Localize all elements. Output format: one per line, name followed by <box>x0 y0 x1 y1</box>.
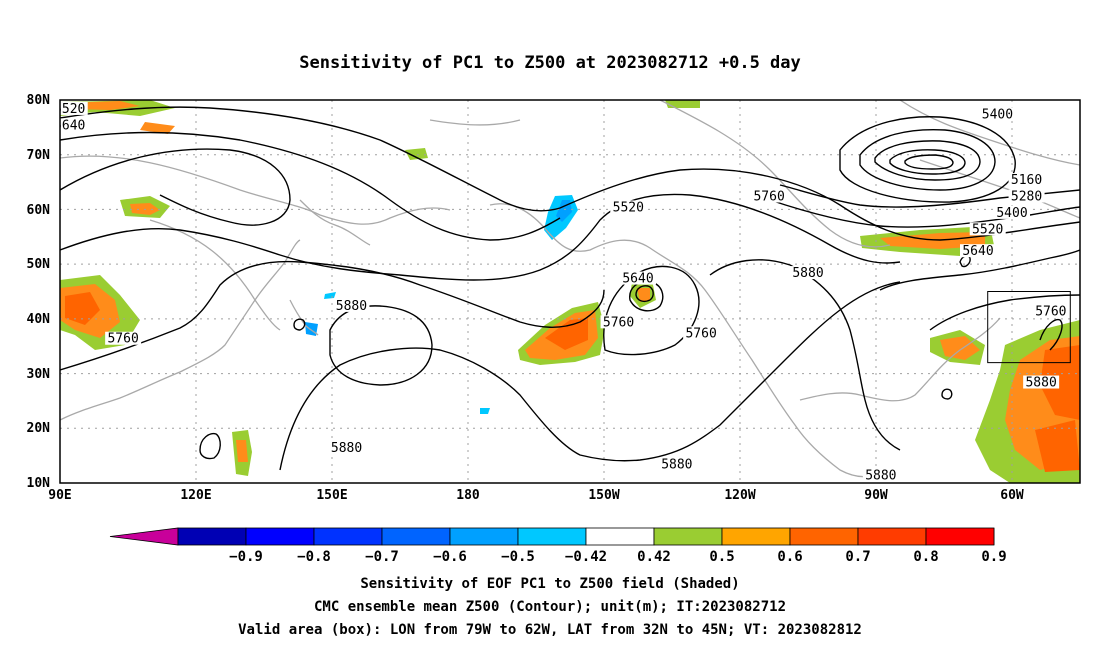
colorbar-swatch <box>313 527 383 546</box>
lon-label-150e: 150E <box>316 488 347 503</box>
map-frame <box>59 99 1081 484</box>
lat-label-50n: 50N <box>27 257 51 272</box>
contour-label-bg <box>1032 304 1069 318</box>
colorbar: −0.9 −0.8 −0.7 −0.6 −0.5 −0.42 0.42 0.5 0.6 0.7 0.… <box>109 527 1007 565</box>
colorbar-label: 0.9 <box>981 549 1006 565</box>
contour-labels: 5520564057605880588055205640576057605760… <box>54 101 1069 484</box>
contour-label: 5640 <box>54 118 85 133</box>
lon-label-120e: 120E <box>180 488 211 503</box>
colorbar-label: −0.42 <box>565 549 607 565</box>
contour-label: 5760 <box>603 315 634 330</box>
colorbar-label: −0.9 <box>229 549 263 565</box>
contour-label-bg <box>790 266 826 280</box>
contour-label-bg <box>328 441 365 455</box>
valid-area-box <box>987 291 1071 364</box>
lat-label-80n: 80N <box>27 93 51 108</box>
footer-line-1: Sensitivity of EOF PC1 to Z500 field (Sh… <box>360 576 739 592</box>
contour-label-bg <box>105 331 142 345</box>
colorbar-label: −0.8 <box>297 549 331 565</box>
colorbar-label: −0.5 <box>501 549 535 565</box>
contour-label: 5280 <box>1011 189 1042 204</box>
lat-label-10n: 10N <box>27 476 51 491</box>
contour-label: 5400 <box>982 107 1013 122</box>
colorbar-swatch <box>789 527 859 546</box>
map-background <box>60 100 1080 483</box>
colorbar-swatch <box>177 527 247 546</box>
colorbar-label: −0.7 <box>365 549 399 565</box>
lon-label-60w: 60W <box>1000 488 1024 503</box>
contour-label: 5880 <box>336 299 367 314</box>
contour-label-bg <box>1008 173 1045 187</box>
colorbar-swatch <box>381 527 451 546</box>
contour-label: 5520 <box>613 200 644 215</box>
lat-label-70n: 70N <box>27 148 51 163</box>
contour-label-bg <box>1008 189 1045 203</box>
colorbar-label: 0.7 <box>845 549 870 565</box>
contour-label: 5880 <box>865 469 896 484</box>
contour-label-bg <box>994 205 1030 219</box>
colorbar-swatch <box>517 527 587 546</box>
contour-label-bg <box>1023 375 1060 389</box>
contour-label-bg <box>60 118 88 132</box>
contour-label: 5520 <box>54 102 85 117</box>
contour-label: 5520 <box>972 222 1003 237</box>
contour-label-bg <box>683 326 720 340</box>
contour-label-bg <box>751 189 788 203</box>
colorbar-label: −0.6 <box>433 549 467 565</box>
contour-label-bg <box>600 315 637 329</box>
colorbar-swatch <box>721 527 791 546</box>
footer-line-2: CMC ensemble mean Z500 (Contour); unit(m… <box>314 599 786 615</box>
colorbar-label: 0.42 <box>637 549 671 565</box>
colorbar-swatch <box>925 527 995 546</box>
contour-label-bg <box>960 244 996 258</box>
contour-label: 5640 <box>622 272 653 287</box>
contour-label-bg <box>979 107 1016 121</box>
lat-label-60n: 60N <box>27 203 51 218</box>
colorbar-swatch <box>857 527 927 546</box>
lon-label-90e: 90E <box>48 488 71 503</box>
lat-label-30n: 30N <box>27 367 51 382</box>
colorbar-label: 0.5 <box>709 549 734 565</box>
colorbar-low-arrow <box>109 527 179 546</box>
contour-label: 5880 <box>661 458 692 473</box>
lat-label-20n: 20N <box>27 421 51 436</box>
contour-label-bg <box>333 298 370 312</box>
contour-label-bg <box>969 222 1006 236</box>
colorbar-swatch <box>245 527 315 546</box>
lon-label-180: 180 <box>456 488 480 503</box>
z500-contours <box>60 106 1080 471</box>
colorbar-swatch <box>585 527 655 546</box>
contour-label: 5880 <box>1025 376 1056 391</box>
contour-label: 5760 <box>1035 304 1066 319</box>
contour-label: 5400 <box>996 206 1027 221</box>
contour-label: 5880 <box>331 441 362 456</box>
contour-label-bg <box>60 101 88 115</box>
latitude-axis: 80N 70N 60N 50N 40N 30N 20N 10N <box>27 93 51 491</box>
contour-label: 5160 <box>1011 173 1042 188</box>
contour-label: 5760 <box>753 189 784 204</box>
contour-label: 5880 <box>792 266 823 281</box>
figure-title: Sensitivity of PC1 to Z500 at 2023082712… <box>299 53 801 73</box>
lon-label-150w: 150W <box>588 488 619 503</box>
contour-label-bg <box>658 457 695 471</box>
colorbar-swatch <box>449 527 519 546</box>
lon-label-120w: 120W <box>724 488 755 503</box>
contour-label: 5760 <box>685 326 716 341</box>
grid-lines <box>60 100 1080 483</box>
longitude-axis: 90E 120E 150E 180 150W 120W 90W 60W <box>48 488 1024 503</box>
colorbar-label: 0.6 <box>777 549 802 565</box>
lat-label-40n: 40N <box>27 312 51 327</box>
colorbar-swatch <box>653 527 723 546</box>
lon-label-90w: 90W <box>864 488 888 503</box>
map-area: 5520564057605880588055205640576057605760… <box>54 99 1081 484</box>
contour-label-bg <box>862 468 899 482</box>
contour-label: 5640 <box>962 244 993 259</box>
footer-line-3: Valid area (box): LON from 79W to 62W, L… <box>238 622 862 638</box>
contour-label-bg <box>620 271 656 285</box>
contour-label-bg <box>610 200 647 214</box>
contour-label: 5760 <box>107 332 138 347</box>
colorbar-label: 0.8 <box>913 549 938 565</box>
